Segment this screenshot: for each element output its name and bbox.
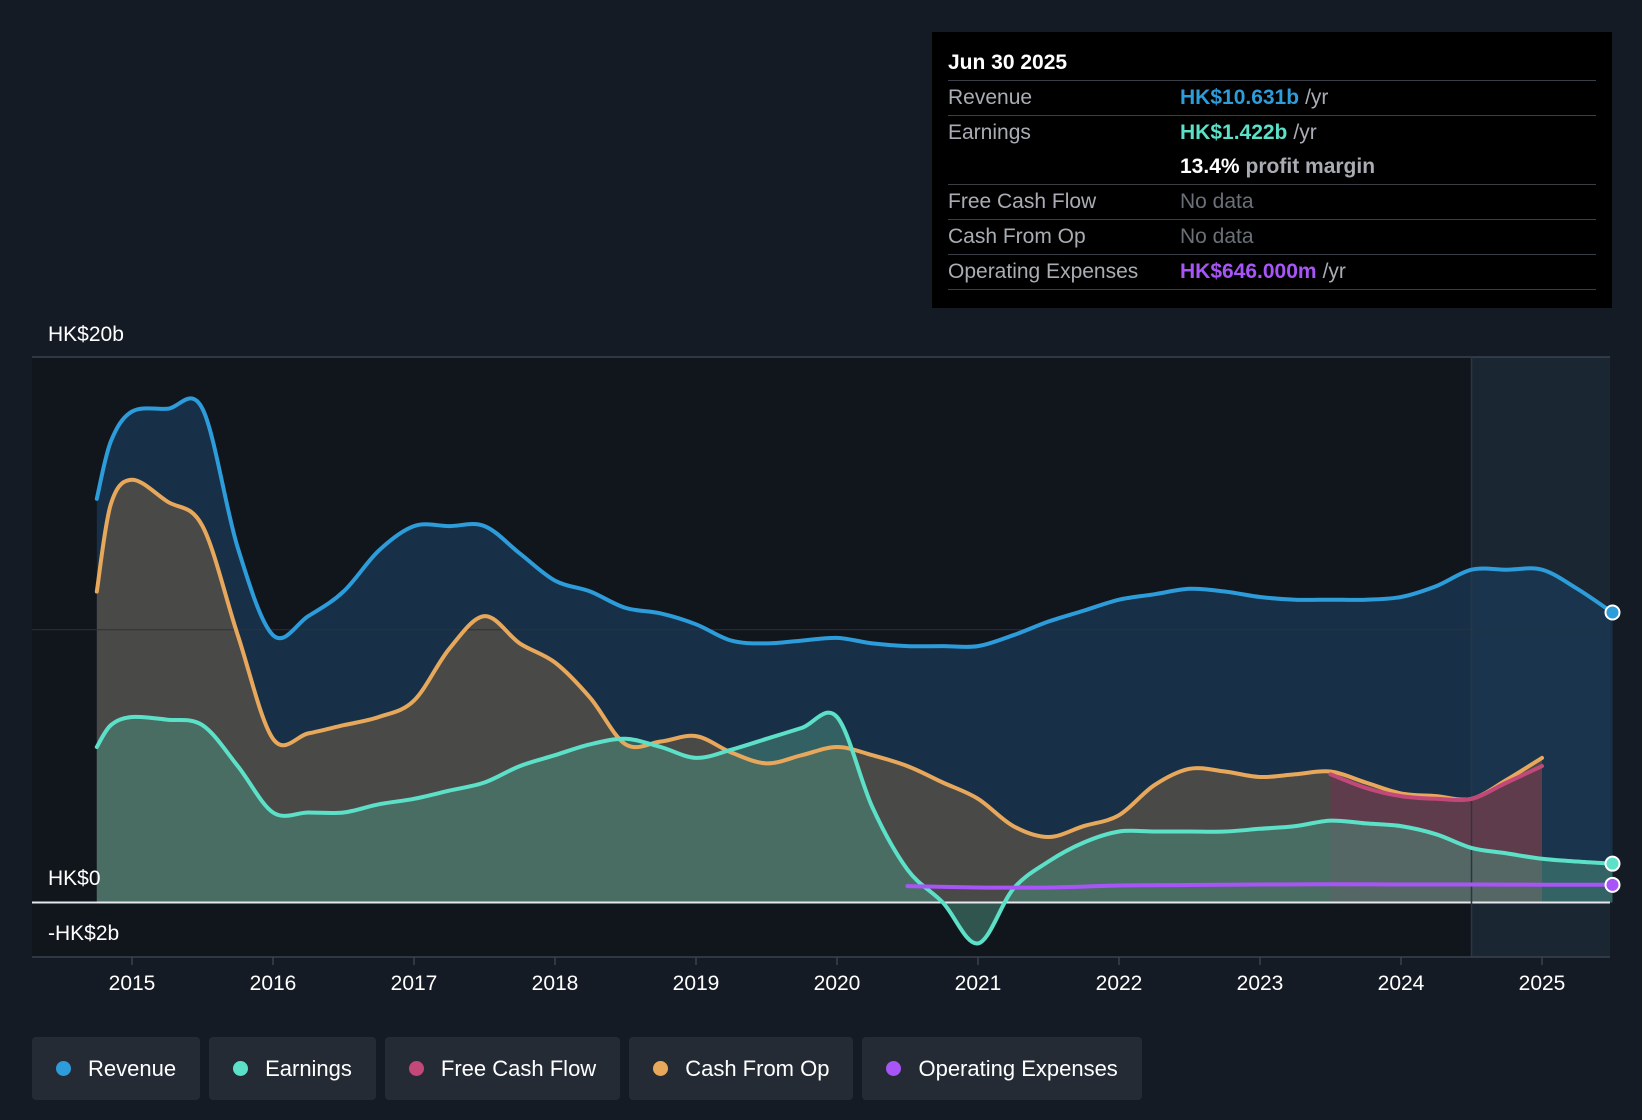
tooltip-date: Jun 30 2025 xyxy=(948,51,1068,74)
tooltip-revenue-unit: /yr xyxy=(1305,86,1329,109)
y-tick-label-negative: -HK$2b xyxy=(48,922,119,945)
tooltip-opex-unit: /yr xyxy=(1322,260,1346,283)
x-tick-label-2021: 2021 xyxy=(955,972,1002,995)
legend-dot-icon xyxy=(653,1061,669,1076)
x-tick-label-2017: 2017 xyxy=(391,972,438,995)
series-line-operating-expenses xyxy=(905,882,1615,890)
tooltip-margin-text: profit margin xyxy=(1245,155,1376,178)
tooltip-opex-label: Operating Expenses xyxy=(948,260,1139,283)
legend-dot-icon xyxy=(233,1061,249,1076)
data-tooltip: Jun 30 2025 Revenue HK$10.631b /yr Earni… xyxy=(932,32,1612,308)
tooltip-earnings-unit: /yr xyxy=(1293,121,1317,144)
series-line-cash-from-op xyxy=(94,477,1544,839)
x-tick-label-2016: 2016 xyxy=(250,972,297,995)
x-tick-label-2022: 2022 xyxy=(1096,972,1143,995)
x-tick-label-2023: 2023 xyxy=(1237,972,1284,995)
y-tick-label-top: HK$20b xyxy=(48,323,124,346)
series-line-revenue xyxy=(94,396,1615,649)
end-marker-revenue xyxy=(1604,604,1621,621)
tooltip-row-fcf: Free Cash Flow No data xyxy=(948,184,1596,219)
tooltip-row-earnings: Earnings HK$1.422b /yr xyxy=(948,115,1596,150)
legend-item-earnings[interactable]: Earnings xyxy=(209,1037,376,1100)
tooltip-cfo-value: No data xyxy=(1180,225,1254,248)
legend-item-revenue[interactable]: Revenue xyxy=(32,1037,201,1100)
tooltip-row-cfo: Cash From Op No data xyxy=(948,219,1596,254)
end-marker-earnings xyxy=(1604,855,1621,872)
series-line-earnings xyxy=(94,710,1615,946)
legend-label-free-cash-flow: Free Cash Flow xyxy=(440,1055,597,1081)
tooltip-opex-value: HK$646.000m xyxy=(1180,260,1317,283)
legend-label-cash-from-op: Cash From Op xyxy=(685,1055,830,1081)
legend-label-operating-expenses: Operating Expenses xyxy=(918,1055,1118,1081)
legend-item-free-cash-flow[interactable]: Free Cash Flow xyxy=(384,1037,621,1100)
tooltip-row-revenue: Revenue HK$10.631b /yr xyxy=(948,80,1596,115)
tooltip-row-margin: 13.4% profit margin xyxy=(948,150,1596,184)
end-marker-operating-expenses xyxy=(1604,876,1621,893)
tooltip-fcf-label: Free Cash Flow xyxy=(948,190,1097,213)
financial-chart: HK$20b HK$0 -HK$2b 2015 2016 2017 2018 2019 2… xyxy=(32,323,1621,995)
legend-item-cash-from-op[interactable]: Cash From Op xyxy=(629,1037,854,1100)
tooltip-fcf-value: No data xyxy=(1180,190,1254,213)
tooltip-cfo-label: Cash From Op xyxy=(948,225,1086,248)
x-tick-label-2019: 2019 xyxy=(673,972,720,995)
legend-dot-icon xyxy=(408,1061,424,1076)
tooltip-earnings-value: HK$1.422b xyxy=(1180,121,1288,144)
y-tick-label-zero: HK$0 xyxy=(48,867,101,890)
legend: Revenue Earnings Free Cash Flow Cash Fro… xyxy=(32,1037,1151,1100)
legend-item-operating-expenses[interactable]: Operating Expenses xyxy=(862,1037,1142,1100)
tooltip-margin-value: 13.4% xyxy=(1180,155,1240,178)
x-tick-label-2025: 2025 xyxy=(1519,972,1566,995)
x-tick-label-2024: 2024 xyxy=(1378,972,1425,995)
tooltip-revenue-label: Revenue xyxy=(948,86,1033,109)
tooltip-revenue-value: HK$10.631b xyxy=(1180,86,1300,109)
x-tick-label-2020: 2020 xyxy=(814,972,861,995)
tooltip-earnings-label: Earnings xyxy=(948,121,1031,144)
legend-dot-icon xyxy=(886,1061,902,1076)
legend-label-earnings: Earnings xyxy=(265,1055,352,1081)
x-tick-label-2015: 2015 xyxy=(109,972,156,995)
legend-label-revenue: Revenue xyxy=(88,1055,177,1081)
series-line-free-cash-flow xyxy=(1328,764,1544,803)
x-tick-label-2018: 2018 xyxy=(532,972,579,995)
tooltip-row-opex: Operating Expenses HK$646.000m /yr xyxy=(948,254,1596,289)
legend-dot-icon xyxy=(56,1061,71,1076)
